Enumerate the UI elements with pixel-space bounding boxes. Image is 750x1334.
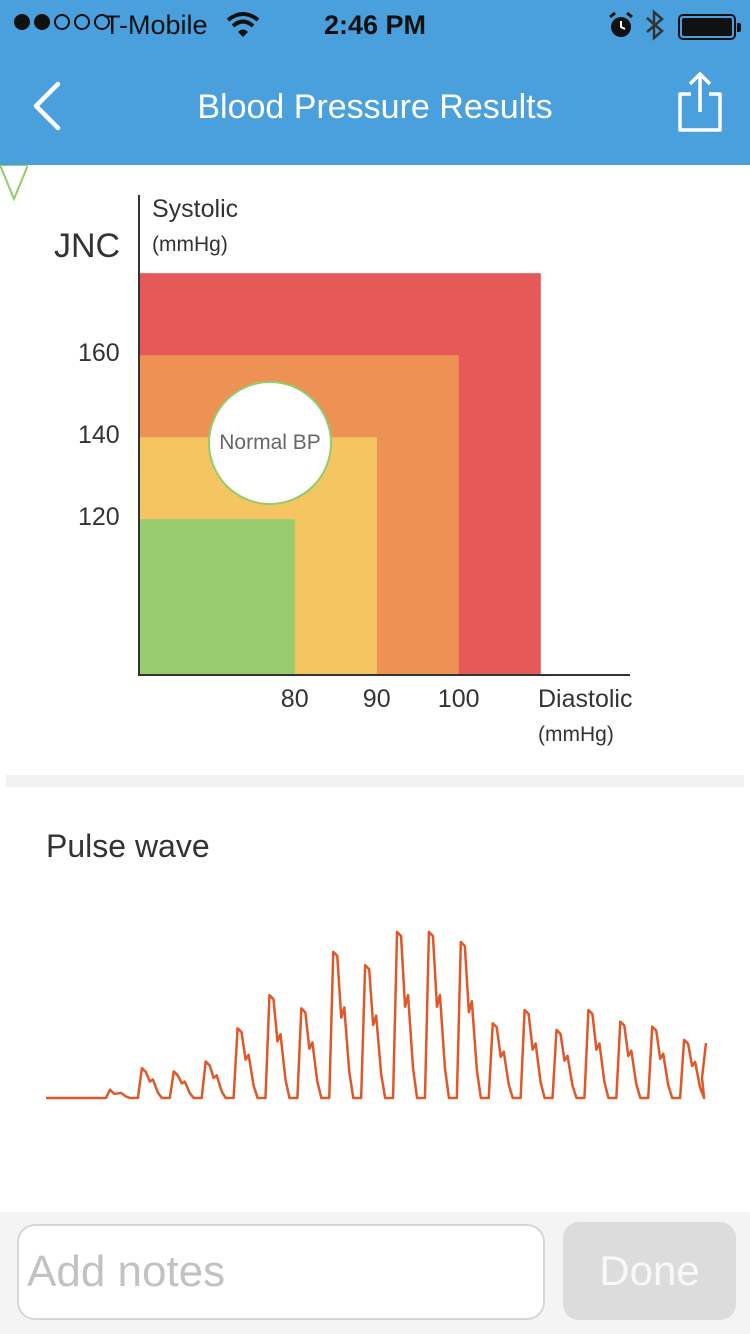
chart-axes	[138, 195, 630, 676]
carrier-name: T-Mobile	[104, 10, 208, 40]
signal-strength-icon	[14, 14, 110, 30]
y-axis-label: Systolic	[152, 195, 239, 223]
share-button[interactable]	[672, 70, 728, 134]
chevron-left-icon	[33, 81, 61, 131]
result-bubble: Normal BP	[208, 381, 332, 505]
bubble-pointer	[0, 165, 28, 201]
alarm-icon	[609, 12, 633, 37]
status-bar: T-Mobile 2:46 PM	[0, 0, 750, 52]
pulse-wave-title: Pulse wave	[46, 828, 210, 864]
result-bubble-label: Normal BP	[219, 431, 321, 454]
chart-title: JNC	[54, 227, 121, 265]
wifi-icon	[226, 12, 260, 37]
share-icon	[678, 72, 722, 132]
pulse-wave-graph	[46, 930, 708, 1100]
x-axis-unit: (mmHg)	[538, 723, 614, 746]
x-tick-label: 80	[280, 685, 309, 713]
y-tick-label: 160	[78, 339, 120, 368]
done-button[interactable]: Done	[563, 1222, 736, 1320]
pulse-wave-line	[46, 930, 708, 1100]
x-axis-label: Diastolic	[538, 685, 633, 713]
battery-icon	[678, 14, 741, 40]
y-axis-unit: (mmHg)	[152, 233, 228, 256]
x-tick-label: 100	[437, 685, 480, 713]
clock: 2:46 PM	[323, 10, 427, 40]
y-tick-label: 140	[78, 421, 120, 450]
section-divider	[6, 775, 744, 787]
bottom-toolbar: Done	[0, 1212, 750, 1334]
y-tick-label: 120	[78, 503, 120, 532]
x-tick-label: 90	[362, 685, 391, 713]
page-title: Blood Pressure Results	[197, 88, 553, 126]
back-button[interactable]	[26, 78, 70, 134]
navigation-bar: T-Mobile 2:46 PM Blood Pressure Results	[0, 0, 750, 165]
jnc-chart: JNC Systolic (mmHg) Diastolic (mmHg) 120…	[0, 165, 750, 775]
bp-zone-3	[139, 519, 295, 675]
notes-input[interactable]	[17, 1224, 545, 1320]
bluetooth-icon	[646, 9, 664, 41]
